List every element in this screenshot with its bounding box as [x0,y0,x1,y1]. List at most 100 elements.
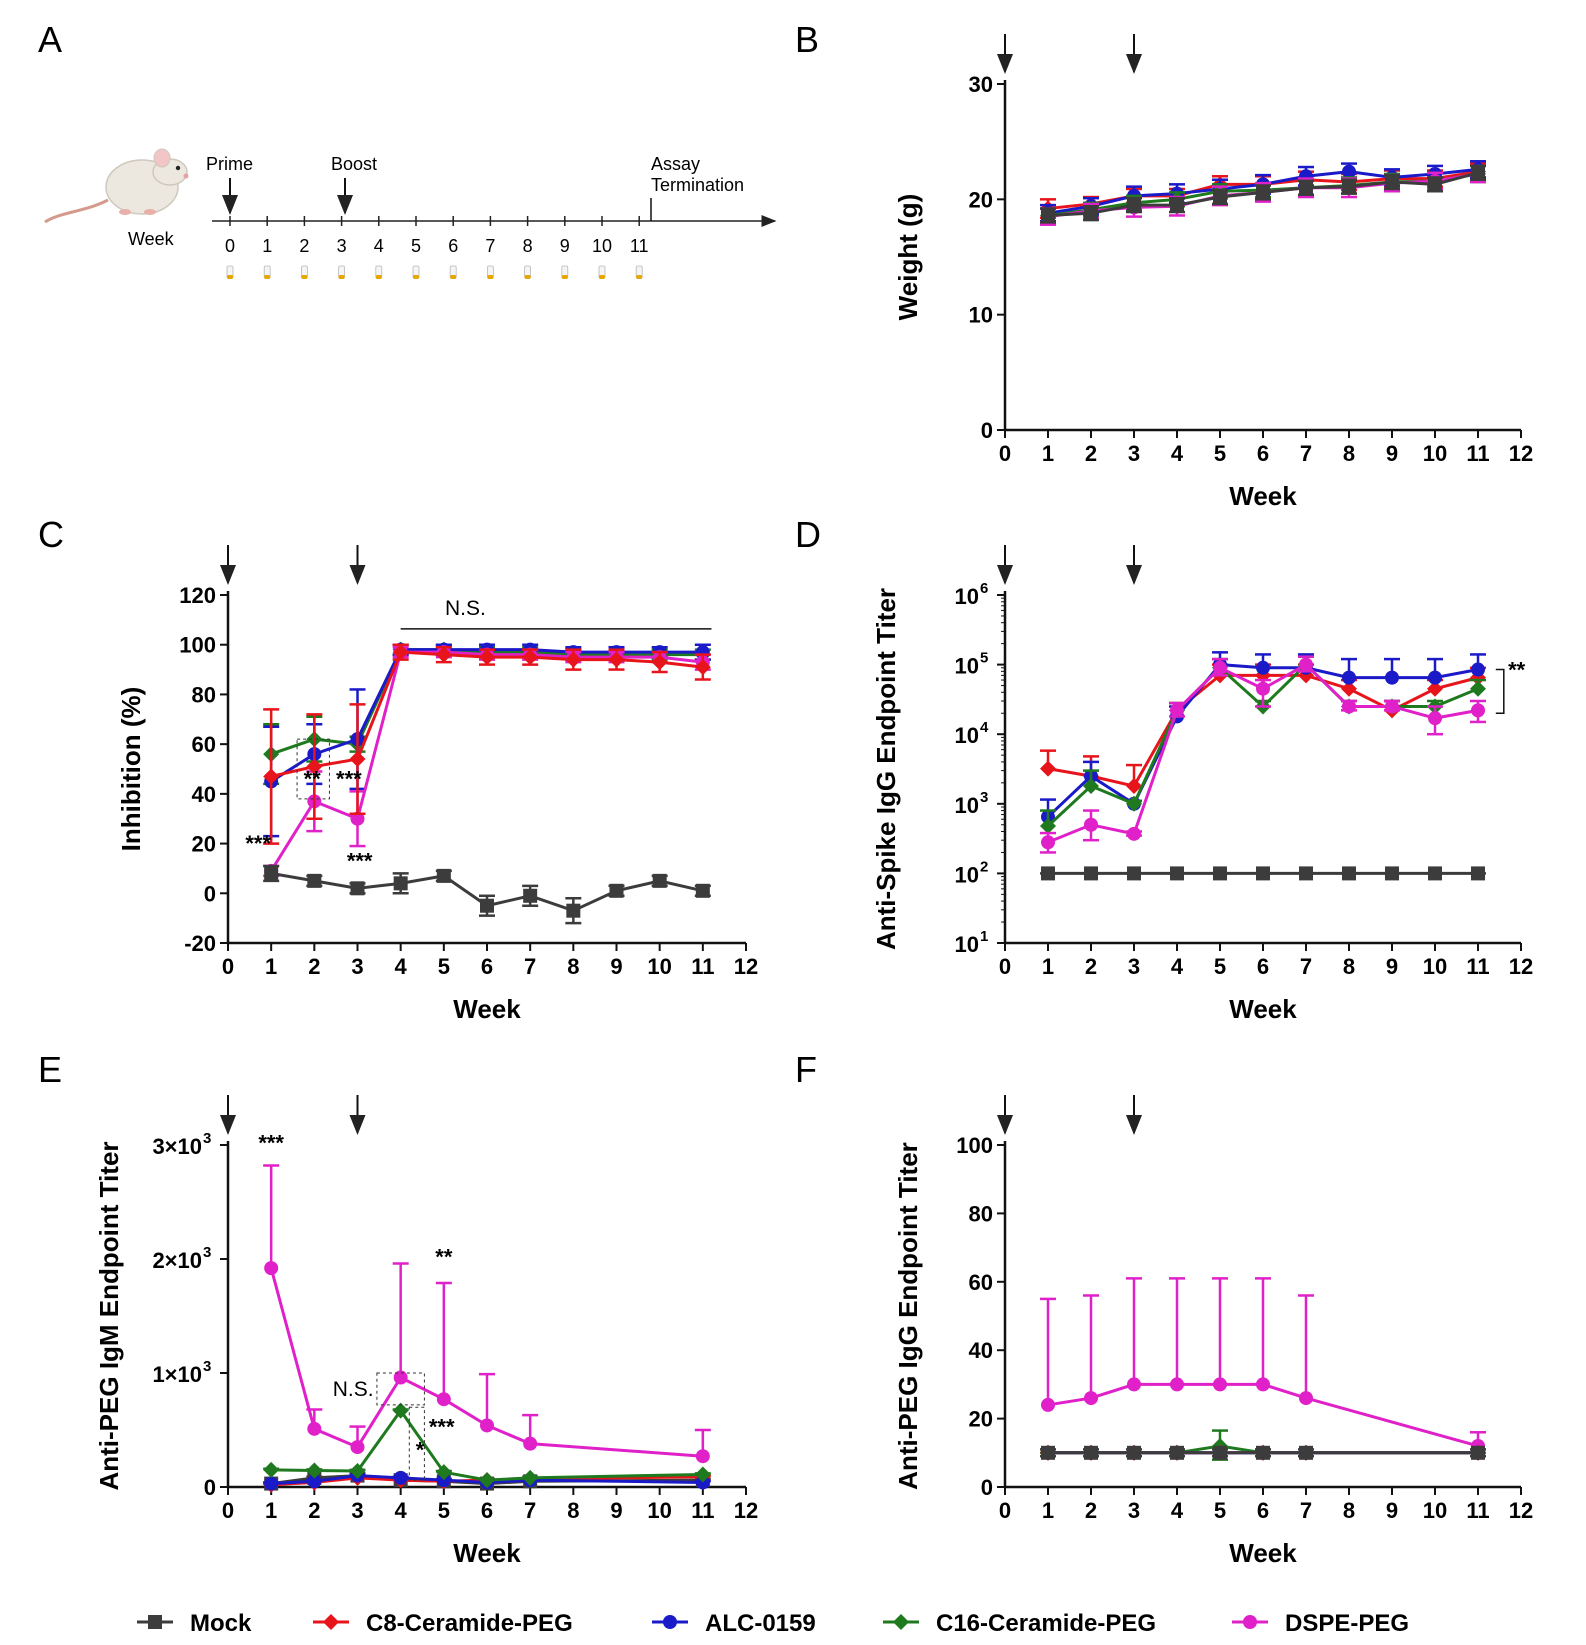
x-tick-label: 3 [1128,441,1140,466]
timeline-panel: Week 0 1 2 3 4 5 6 7 8 9 10 11 Prime Boost Assay Te… [44,148,777,279]
data-point [1083,778,1099,795]
y-tick-label: -20 [184,931,216,956]
x-tick-label: 1 [1042,954,1054,979]
data-point [1256,185,1270,200]
data-point [1041,1397,1055,1412]
panel-letter-c: C [38,514,64,555]
data-point [1428,670,1442,685]
sample-tube-icon [263,265,271,279]
y-tick-label: 10 [969,303,993,328]
timeline-tick-label: 2 [299,236,309,256]
x-tick-label: 5 [1214,441,1226,466]
sample-tube-icon [338,265,346,279]
data-point [1471,1445,1485,1460]
x-tick-label: 10 [647,1498,671,1523]
sample-tube-icon [226,265,234,279]
significance-label: * [416,1437,425,1462]
x-axis-label: Week [453,994,521,1024]
data-point [1040,817,1056,834]
data-point [694,659,711,676]
sample-tube-icon [524,265,531,279]
data-point [1126,778,1142,795]
data-point [1341,680,1357,697]
x-tick-label: 4 [1171,954,1184,979]
y-axis-label: Weight (g) [893,194,923,321]
significance-label: ** [304,766,322,791]
x-axis-label: Week [453,1538,521,1568]
sample-tube-icon [561,265,569,279]
data-point [1126,795,1142,812]
timeline-tick-label: 10 [592,236,612,256]
data-point [1170,1377,1184,1392]
series-mock [1040,1445,1486,1460]
x-tick-label: 12 [734,1498,758,1523]
data-point [307,873,322,888]
x-tick-label: 0 [999,954,1011,979]
timeline-tick-label: 9 [560,236,570,256]
timeline-tick-label: 1 [262,236,272,256]
data-point [1256,1445,1270,1460]
data-point [695,883,710,898]
legend-item-dspe: DSPE-PEG [1232,1610,1409,1637]
data-point [436,868,451,883]
y-tick-label-exponent: 3 [203,1358,211,1375]
timeline-ticks: 0 1 2 3 4 5 6 7 8 9 10 11 [225,216,649,279]
data-point [651,654,668,671]
panel-letter-f: F [795,1049,817,1090]
significance-label: N.S. [333,1378,374,1401]
data-point [480,1418,494,1433]
x-tick-label: 6 [1257,954,1269,979]
data-point [1040,760,1056,777]
data-point [435,646,452,663]
sample-tube-icon [300,265,308,279]
x-tick-label: 8 [1343,441,1355,466]
x-tick-label: 12 [1509,1498,1533,1523]
x-tick-label: 5 [438,954,450,979]
data-point [1342,164,1356,179]
x-tick-label: 10 [1423,441,1447,466]
data-point [1299,1391,1313,1406]
data-point [1256,866,1270,881]
data-point [1385,699,1399,714]
comparison-box [296,738,330,800]
series-dspe-peg [263,645,711,878]
y-tick-label-exponent: 3 [203,1244,211,1261]
y-axis-label: Anti-PEG IgG Endpoint Titer [893,1142,923,1490]
sample-tube-icon [635,265,643,279]
x-tick-label: 5 [438,1498,450,1523]
data-point [1084,866,1098,881]
significance-label: N.S. [445,597,486,620]
data-point [307,1474,322,1489]
legend-item-alc: ALC-0159 [652,1610,816,1637]
data-point [1342,179,1356,194]
data-point [1127,1377,1141,1392]
y-tick-label-exponent: 3 [980,789,988,806]
x-tick-label: 3 [351,954,363,979]
data-point [1342,866,1356,881]
series-line [270,650,704,778]
data-point [1084,817,1098,832]
x-tick-label: 12 [1509,954,1533,979]
legend-label-alc: ALC-0159 [705,1610,816,1637]
legend: Mock C8-Ceramide-PEG ALC-0159 C16-Cerami… [137,1610,1409,1637]
data-point [566,903,581,918]
panel-letter-b: B [795,19,819,60]
data-point [1127,1445,1141,1460]
x-tick-label: 0 [222,954,234,979]
timeline-week-label: Week [128,229,175,249]
x-tick-label: 8 [1343,1498,1355,1523]
x-axis-label: Week [1229,481,1297,511]
x-tick-label: 3 [351,1498,363,1523]
x-tick-label: 11 [691,954,714,979]
legend-label-c8: C8-Ceramide-PEG [366,1610,573,1637]
series-line [269,1267,703,1458]
data-point [1428,177,1442,192]
x-tick-label: 10 [1423,1498,1447,1523]
x-tick-label: 5 [1214,1498,1226,1523]
y-tick-label-exponent: 4 [980,719,989,736]
sample-tube-icon [598,265,606,279]
